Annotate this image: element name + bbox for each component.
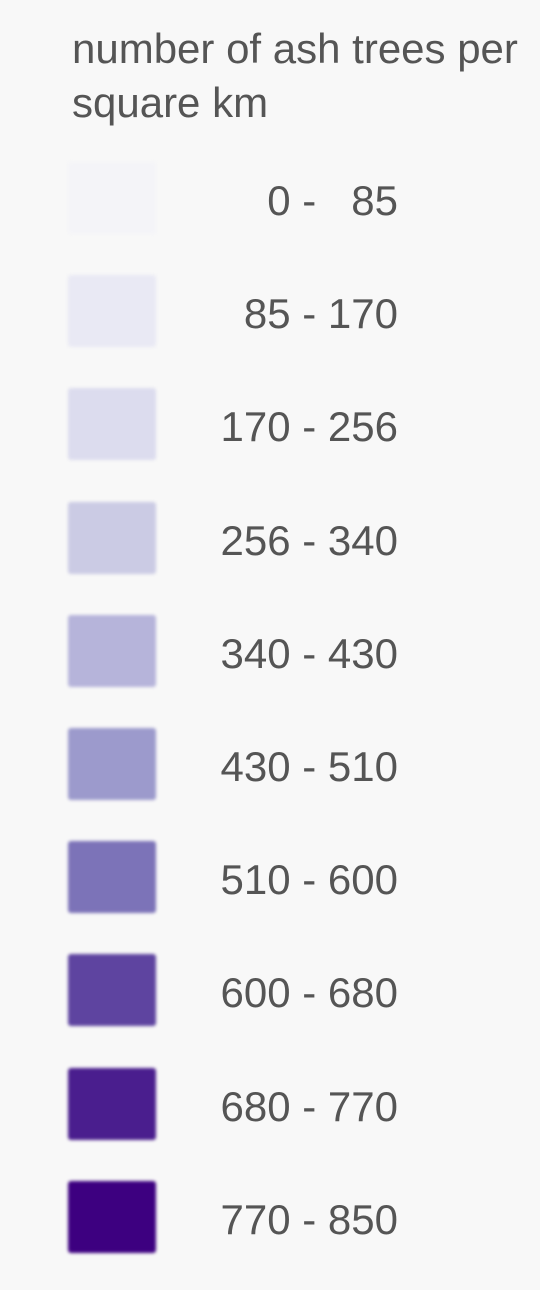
legend-swatch [68,162,156,234]
legend-item: 170 - 256 [0,384,540,497]
legend-swatch [68,1180,156,1253]
legend-item: 770 - 850 [0,1177,540,1290]
legend-range-label: 85 - 170 [243,290,398,338]
legend-title: number of ash trees per square km [72,25,518,126]
legend-items: 0 - 85 85 - 170 170 - 256 256 - 340 340 … [0,158,540,1290]
legend-item: 510 - 600 [0,837,540,950]
legend-item: 0 - 85 [0,158,540,271]
legend-item: 340 - 430 [0,611,540,724]
legend-swatch [68,501,156,574]
legend-range-label: 0 - 85 [267,177,398,224]
legend-swatch [68,954,156,1027]
legend-item: 680 - 770 [0,1064,540,1177]
legend-range-label: 256 - 340 [220,516,398,564]
legend-range-label: 680 - 770 [220,1082,398,1130]
legend-swatch [68,727,156,800]
legend-item: 600 - 680 [0,950,540,1063]
legend-swatch [68,841,156,914]
legend-swatch [68,1067,156,1140]
legend-item: 430 - 510 [0,724,540,837]
legend-item: 256 - 340 [0,498,540,611]
legend-range-label: 430 - 510 [220,742,398,790]
legend-range-label: 600 - 680 [220,969,398,1017]
legend-range-label: 510 - 600 [220,856,398,904]
legend-range-label: 770 - 850 [220,1195,398,1243]
legend-swatch [68,614,156,687]
legend-swatch [68,388,156,461]
legend-range-label: 340 - 430 [220,629,398,677]
legend-swatch [68,275,156,348]
legend-item: 85 - 170 [0,271,540,384]
legend-range-label: 170 - 256 [220,403,398,451]
